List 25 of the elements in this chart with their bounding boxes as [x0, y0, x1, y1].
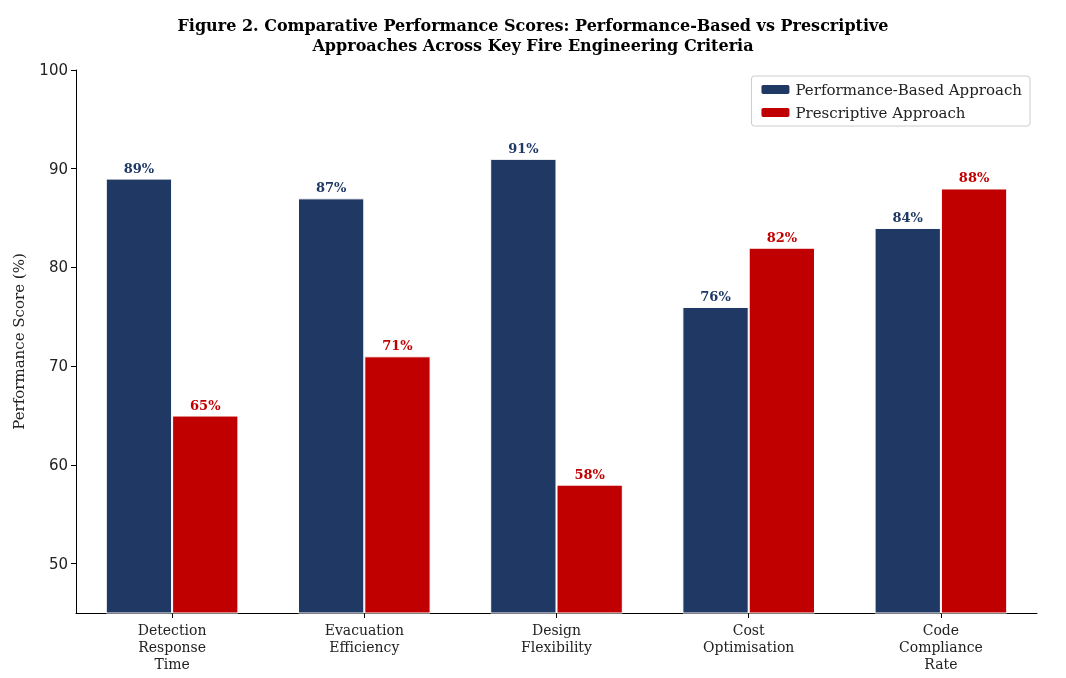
- legend-label: Prescriptive Approach: [795, 103, 966, 122]
- data-label: 71%: [382, 338, 414, 354]
- y-axis-title: Performance Score (%): [9, 253, 28, 430]
- data-label: 58%: [574, 466, 606, 482]
- x-tick-label: Cost Optimisation: [703, 621, 795, 655]
- y-tick-label: 80: [48, 258, 68, 277]
- data-label: 91%: [508, 140, 540, 156]
- data-label: 76%: [700, 288, 732, 304]
- x-tick-label: Design Flexibility: [521, 621, 592, 655]
- data-label: 82%: [766, 229, 798, 245]
- y-tick-label: 100: [39, 61, 68, 79]
- data-label: 89%: [123, 160, 155, 176]
- y-tick-label: 70: [48, 357, 68, 376]
- y-tick-label: 90: [48, 159, 68, 178]
- data-label: 84%: [892, 209, 924, 225]
- x-tick-label: Code Compliance Rate: [898, 621, 983, 672]
- legend-label: Performance-Based Approach: [795, 80, 1023, 99]
- data-label: 65%: [190, 397, 222, 413]
- y-tick-label: 50: [48, 554, 68, 573]
- x-tick-label: Detection Response Time: [137, 621, 207, 672]
- data-label: 88%: [958, 170, 990, 186]
- chart-title: Figure 2. Comparative Performance Scores: Performance-Based vs Prescriptive Approaches Across Key Fire Engineering Criteria: [177, 15, 889, 55]
- data-label: 87%: [315, 180, 348, 196]
- x-tick-label: Evacuation Efficiency: [324, 621, 404, 655]
- y-tick-label: 60: [48, 455, 68, 474]
